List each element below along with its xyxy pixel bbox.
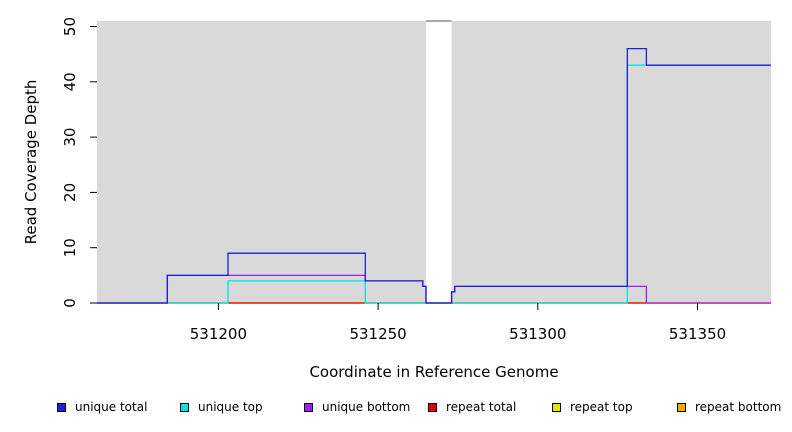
legend-swatch [57,402,66,412]
x-tick-label: 531200 [190,325,247,343]
legend-label: repeat total [446,400,517,414]
x-tick-label: 531300 [509,325,566,343]
series-line-unique-total [97,47,771,304]
legend-swatch [428,402,437,412]
legend-swatch [677,402,686,412]
gap-region [426,20,452,304]
legend-item: unique total [57,400,147,414]
chart-legend: unique total unique top unique bottom repea… [0,400,792,418]
legend-item: unique bottom [304,400,410,414]
y-tick-label: 40 [61,72,79,91]
legend-swatch [552,402,561,412]
y-axis-title: Read Coverage Depth [22,80,40,245]
y-tick-label: 10 [61,238,79,257]
coverage-chart: 0 10 20 30 40 50 531200 531250 531300 531350 Coord… [22,17,771,381]
legend-label: repeat bottom [695,400,782,414]
x-axis-title: Coordinate in Reference Genome [309,363,558,381]
legend-item: repeat total [428,400,516,414]
legend-label: unique top [198,400,263,414]
legend-item: unique top [180,400,263,414]
x-tick-label: 531250 [349,325,406,343]
legend-label: unique total [75,400,148,414]
legend-label: unique bottom [322,400,411,414]
y-tick-label: 0 [61,298,79,308]
legend-item: repeat bottom [677,400,781,414]
legend-item: repeat top [552,400,633,414]
legend-swatch [180,402,189,412]
legend-label: repeat top [570,400,633,414]
y-tick-label: 30 [61,128,79,147]
x-tick-label: 531350 [669,325,726,343]
y-tick-label: 20 [61,183,79,202]
legend-swatch [304,402,313,412]
y-tick-label: 50 [61,17,79,36]
